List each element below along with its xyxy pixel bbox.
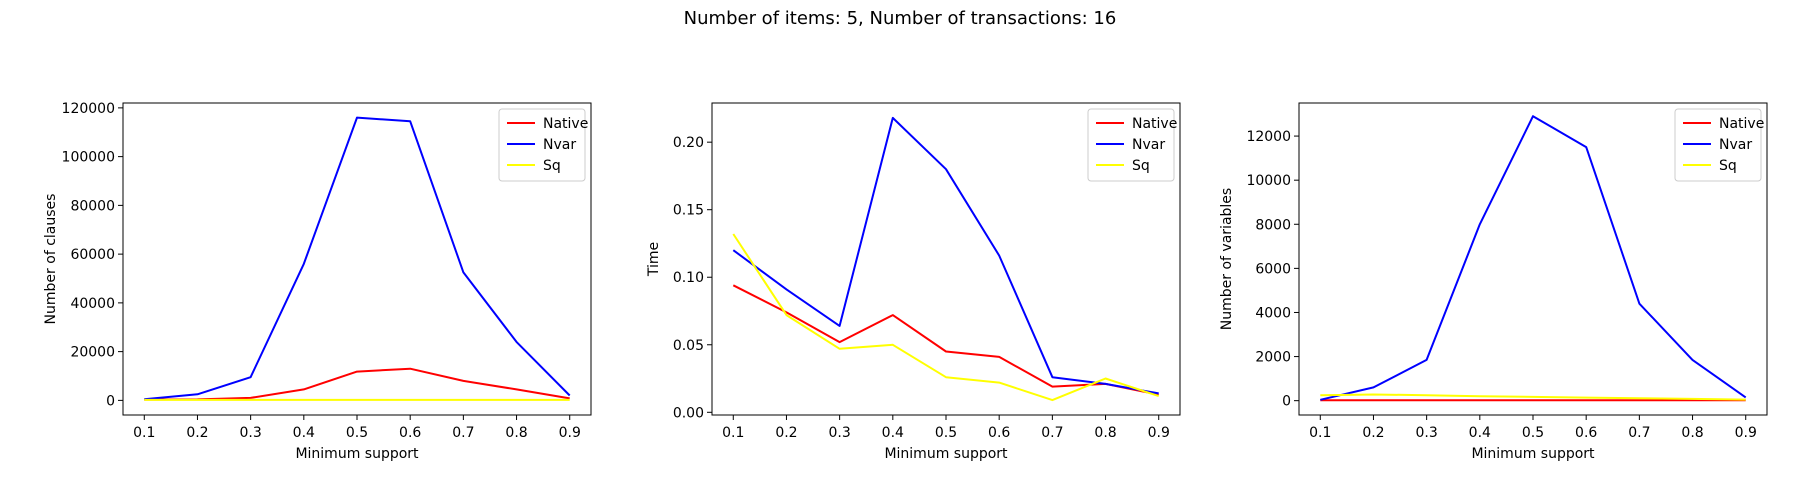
y-tick-label: 40000	[70, 296, 115, 312]
y-tick-label: 0.10	[673, 270, 704, 286]
y-tick-label: 0.15	[673, 203, 704, 219]
y-axis-label: Number of clauses	[43, 194, 59, 325]
x-tick-label: 0.2	[775, 425, 797, 441]
x-tick-label: 0.3	[829, 425, 851, 441]
x-tick-label: 0.8	[1681, 425, 1703, 441]
x-tick-label: 0.9	[559, 425, 581, 441]
y-tick-label: 120000	[62, 101, 115, 117]
x-tick-label: 0.6	[399, 425, 421, 441]
y-axis-label: Time	[646, 242, 662, 277]
x-axis-label: Minimum support	[1471, 446, 1595, 462]
series-line-nvar	[732, 116, 1159, 395]
y-tick-label: 4000	[1255, 305, 1291, 321]
y-tick-label: 0.00	[673, 405, 704, 421]
x-tick-label: 0.6	[988, 425, 1010, 441]
x-axis-label: Minimum support	[295, 446, 419, 462]
x-tick-label: 0.8	[505, 425, 527, 441]
series-line-native	[144, 367, 570, 401]
series-line-native	[732, 284, 1159, 396]
legend-label-native: Native	[1132, 116, 1177, 132]
x-tick-label: 0.5	[935, 425, 957, 441]
y-tick-label: 80000	[70, 198, 115, 214]
legend-box	[1674, 108, 1762, 182]
y-tick-label: 10000	[1246, 173, 1291, 189]
y-tick-label: 12000	[1246, 129, 1291, 145]
legend-label-nvar: Nvar	[1719, 137, 1752, 153]
legend: Native Nvar Sq	[498, 108, 588, 182]
chart-panel-3: 0.1 0.2 0.3 0.4 0.5 0.6 0.7 0.8 0.9 0 2000 4000 6000…	[1219, 102, 1768, 462]
series-line-nvar	[144, 116, 571, 401]
x-tick-label: 0.6	[1575, 425, 1597, 441]
x-tick-label: 0.3	[1416, 425, 1438, 441]
x-tick-label: 0.3	[240, 425, 262, 441]
x-tick-label: 0.2	[1362, 425, 1384, 441]
x-tick-label: 0.4	[293, 425, 315, 441]
x-tick-label: 0.4	[882, 425, 904, 441]
y-tick-label: 100000	[62, 150, 115, 166]
legend-label-native: Native	[1719, 116, 1764, 132]
y-axis-label: Number of variables	[1219, 188, 1235, 330]
x-tick-label: 0.9	[1735, 425, 1757, 441]
y-tick-label: 0	[1282, 394, 1291, 410]
legend-label-nvar: Nvar	[1132, 137, 1165, 153]
x-axis-label: Minimum support	[884, 446, 1008, 462]
y-tick-label: 6000	[1255, 261, 1291, 277]
legend-label-native: Native	[543, 116, 588, 132]
x-tick-label: 0.1	[722, 425, 744, 441]
legend-box	[498, 108, 586, 182]
y-tick-label: 8000	[1255, 217, 1291, 233]
y-tick-label: 0	[106, 393, 115, 409]
legend-label-nvar: Nvar	[543, 137, 576, 153]
figure-title: Number of items: 5, Number of transactio…	[683, 8, 1117, 29]
x-tick-label: 0.7	[1628, 425, 1650, 441]
chart-panel-1: 0.1 0.2 0.3 0.4 0.5 0.6 0.7 0.8 0.9 0 20000 40000 60…	[43, 101, 592, 462]
legend-label-sq: Sq	[1719, 158, 1737, 174]
x-tick-label: 0.9	[1148, 425, 1170, 441]
x-tick-label: 0.5	[346, 425, 368, 441]
legend: Native Nvar Sq	[1087, 108, 1177, 182]
x-tick-label: 0.8	[1094, 425, 1116, 441]
legend: Native Nvar Sq	[1674, 108, 1764, 182]
x-tick-label: 0.5	[1522, 425, 1544, 441]
x-tick-label: 0.7	[452, 425, 474, 441]
legend-label-sq: Sq	[1132, 158, 1150, 174]
y-tick-label: 0.20	[673, 135, 704, 151]
legend-box	[1087, 108, 1175, 182]
y-tick-label: 60000	[70, 247, 115, 263]
y-tick-label: 20000	[70, 345, 115, 361]
x-tick-label: 0.1	[133, 425, 155, 441]
chart-panel-2: 0.1 0.2 0.3 0.4 0.5 0.6 0.7 0.8 0.9 0.00 0.05 0.10 0…	[646, 102, 1181, 462]
series-line-sq	[732, 233, 1160, 402]
x-tick-label: 0.2	[186, 425, 208, 441]
x-tick-label: 0.1	[1309, 425, 1331, 441]
y-tick-label: 0.05	[673, 338, 704, 354]
x-tick-label: 0.7	[1041, 425, 1063, 441]
x-tick-label: 0.4	[1469, 425, 1491, 441]
y-tick-label: 2000	[1255, 350, 1291, 366]
series-line-sq	[1320, 393, 1746, 401]
legend-label-sq: Sq	[543, 158, 561, 174]
series-line-nvar	[1320, 115, 1747, 401]
